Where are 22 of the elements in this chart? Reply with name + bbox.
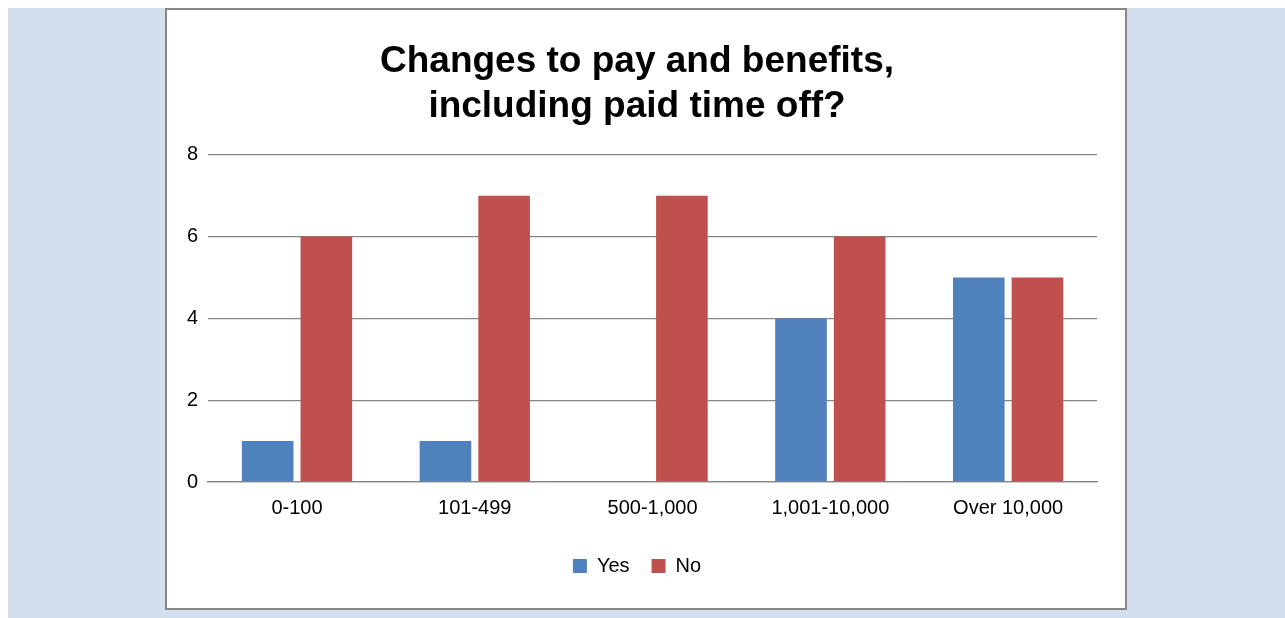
- bar: [300, 236, 353, 482]
- y-tick-label: 2: [187, 387, 199, 410]
- y-tick-label: 0: [187, 469, 199, 492]
- y-tick-label: 8: [187, 142, 199, 165]
- bar: [775, 318, 827, 482]
- legend-label: No: [675, 553, 702, 576]
- x-tick-label: 101-499: [438, 495, 512, 518]
- bar: [952, 277, 1005, 482]
- x-tick-label: 1,001-10,000: [771, 495, 890, 518]
- x-tick-label: 0-100: [271, 495, 323, 518]
- bar: [419, 441, 472, 482]
- bar: [241, 441, 294, 482]
- x-tick-label: 500-1,000: [607, 495, 698, 518]
- bar: [478, 195, 530, 482]
- chart-title: Changes to pay and benefits, including paid time off?: [380, 39, 894, 125]
- bar: [833, 236, 886, 482]
- bar: [1011, 277, 1064, 482]
- bar: [656, 195, 708, 482]
- y-tick-label: 6: [187, 224, 199, 247]
- y-tick-label: 4: [187, 305, 199, 328]
- x-tick-label: Over 10,000: [953, 495, 1064, 518]
- legend-label: Yes: [596, 553, 630, 576]
